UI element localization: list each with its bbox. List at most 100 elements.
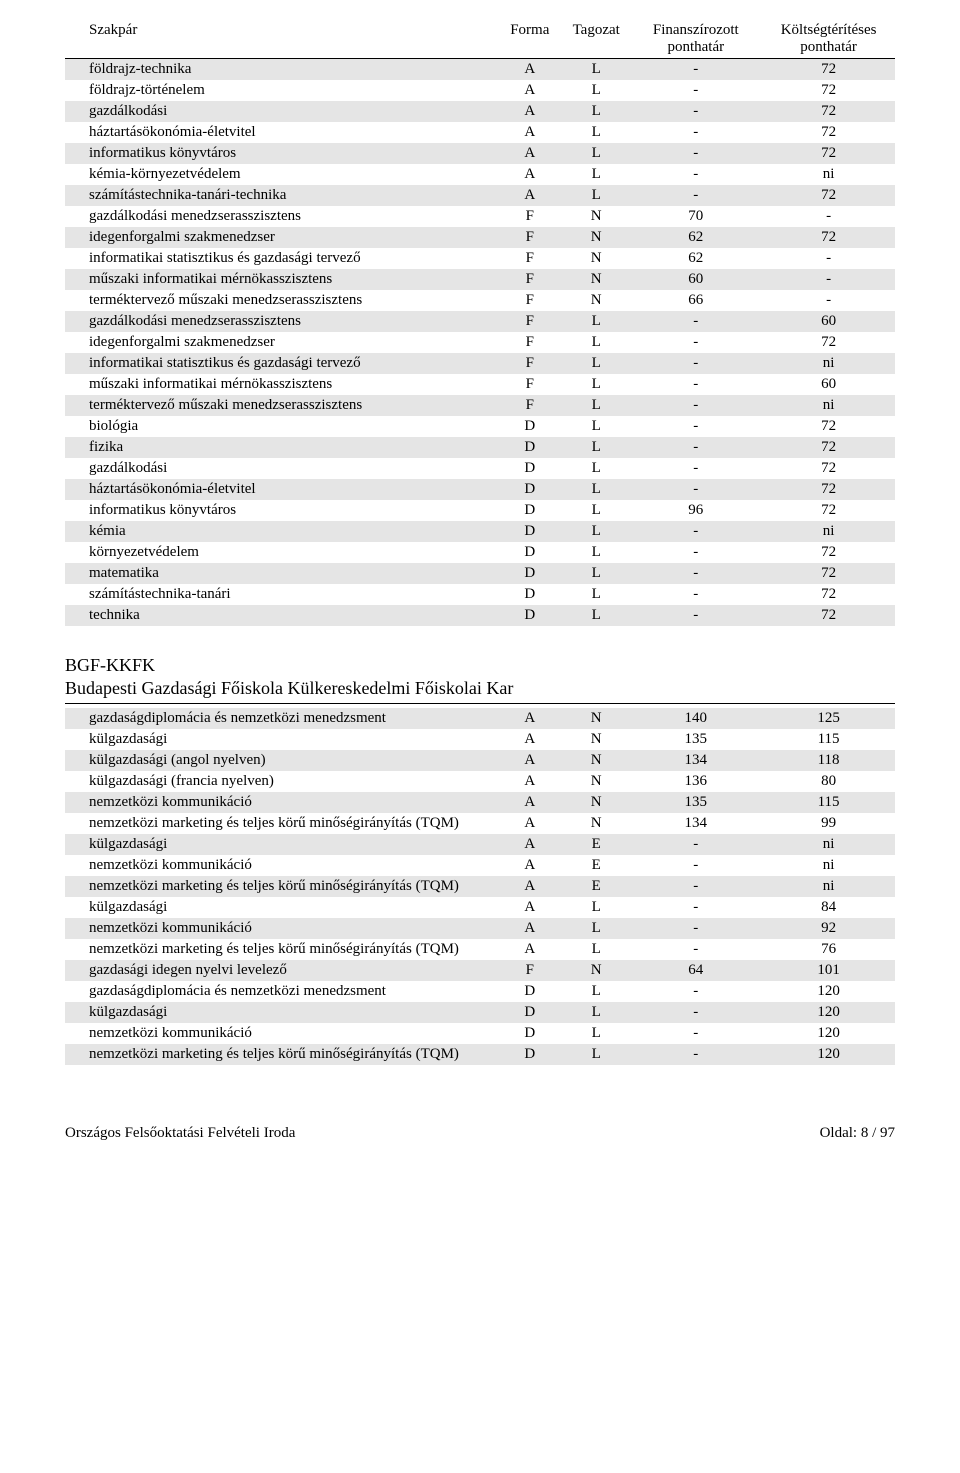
table-header: Szakpár Forma Tagozat Finanszírozott pon… (65, 20, 895, 59)
cell-fin: - (629, 80, 762, 101)
table-row: földrajz-technikaAL-72 (65, 59, 895, 81)
cell-kolt: 115 (762, 729, 895, 750)
cell-forma: A (497, 122, 563, 143)
cell-forma: D (497, 479, 563, 500)
cell-szakpar: földrajz-technika (65, 59, 497, 81)
cell-kolt: 72 (762, 563, 895, 584)
cell-fin: - (629, 584, 762, 605)
cell-kolt: 72 (762, 80, 895, 101)
cell-szakpar: gazdálkodási (65, 458, 497, 479)
cell-szakpar: gazdálkodási menedzserasszisztens (65, 206, 497, 227)
cell-forma: F (497, 290, 563, 311)
section-name: Budapesti Gazdasági Főiskola Külkeresked… (65, 677, 895, 700)
cell-kolt: 72 (762, 584, 895, 605)
table-row: gazdaságdiplomácia és nemzetközi menedzs… (65, 708, 895, 729)
table-row: külgazdaságiAL-84 (65, 897, 895, 918)
cell-szakpar: számítástechnika-tanári-technika (65, 185, 497, 206)
cell-fin: 134 (629, 813, 762, 834)
cell-kolt: - (762, 269, 895, 290)
cell-forma: A (497, 708, 563, 729)
cell-fin: - (629, 353, 762, 374)
cell-fin: - (629, 563, 762, 584)
cell-kolt: 72 (762, 500, 895, 521)
cell-szakpar: háztartásökonómia-életvitel (65, 479, 497, 500)
cell-forma: D (497, 981, 563, 1002)
cell-kolt: 115 (762, 792, 895, 813)
cell-kolt: 72 (762, 332, 895, 353)
cell-kolt: ni (762, 855, 895, 876)
cell-szakpar: nemzetközi marketing és teljes körű minő… (65, 876, 497, 897)
cell-forma: D (497, 1023, 563, 1044)
cell-szakpar: informatikus könyvtáros (65, 143, 497, 164)
cell-kolt: 72 (762, 605, 895, 626)
cell-tagozat: L (563, 437, 629, 458)
cell-tagozat: E (563, 876, 629, 897)
cell-forma: A (497, 185, 563, 206)
cell-kolt: ni (762, 164, 895, 185)
footer-right: Oldal: 8 / 97 (820, 1125, 895, 1142)
cell-szakpar: külgazdasági (65, 729, 497, 750)
page-footer: Országos Felsőoktatási Felvételi Iroda O… (65, 1125, 895, 1142)
cell-tagozat: L (563, 521, 629, 542)
section-divider (65, 703, 895, 704)
cell-fin: - (629, 542, 762, 563)
table-row: informatikai statisztikus és gazdasági t… (65, 248, 895, 269)
cell-fin: - (629, 479, 762, 500)
cell-tagozat: L (563, 416, 629, 437)
cell-kolt: 120 (762, 1002, 895, 1023)
cell-kolt: 72 (762, 143, 895, 164)
cell-fin: - (629, 416, 762, 437)
table-row: gazdálkodásiDL-72 (65, 458, 895, 479)
cell-kolt: 118 (762, 750, 895, 771)
cell-fin: - (629, 122, 762, 143)
table-row: informatikus könyvtárosDL9672 (65, 500, 895, 521)
cell-forma: A (497, 876, 563, 897)
table2-body: gazdaságdiplomácia és nemzetközi menedzs… (65, 708, 895, 1065)
cell-forma: D (497, 563, 563, 584)
table-row: környezetvédelemDL-72 (65, 542, 895, 563)
cell-kolt: ni (762, 834, 895, 855)
table-row: nemzetközi marketing és teljes körű minő… (65, 813, 895, 834)
cell-tagozat: L (563, 897, 629, 918)
cell-kolt: 72 (762, 458, 895, 479)
cell-fin: - (629, 939, 762, 960)
cell-kolt: - (762, 290, 895, 311)
cell-szakpar: nemzetközi marketing és teljes körű minő… (65, 1044, 497, 1065)
table-row: kémia-környezetvédelemAL-ni (65, 164, 895, 185)
cell-tagozat: L (563, 353, 629, 374)
cell-tagozat: L (563, 59, 629, 81)
cell-tagozat: E (563, 834, 629, 855)
cell-fin: - (629, 981, 762, 1002)
th-forma: Forma (497, 20, 563, 59)
table-row: külgazdasági (angol nyelven)AN134118 (65, 750, 895, 771)
table-row: külgazdaságiDL-120 (65, 1002, 895, 1023)
cell-forma: A (497, 59, 563, 81)
section-code: BGF-KKFK (65, 654, 895, 677)
cell-forma: A (497, 143, 563, 164)
cell-tagozat: L (563, 458, 629, 479)
cell-tagozat: L (563, 164, 629, 185)
cell-fin: - (629, 897, 762, 918)
cell-tagozat: L (563, 122, 629, 143)
cell-forma: A (497, 855, 563, 876)
table-row: gazdálkodási menedzserasszisztensFL-60 (65, 311, 895, 332)
cell-tagozat: N (563, 290, 629, 311)
cell-kolt: 125 (762, 708, 895, 729)
cell-forma: A (497, 729, 563, 750)
cell-forma: D (497, 521, 563, 542)
cell-forma: F (497, 960, 563, 981)
cell-szakpar: biológia (65, 416, 497, 437)
cell-forma: F (497, 395, 563, 416)
cell-forma: D (497, 605, 563, 626)
cell-tagozat: L (563, 981, 629, 1002)
cell-forma: F (497, 353, 563, 374)
cell-forma: F (497, 206, 563, 227)
cell-szakpar: kémia (65, 521, 497, 542)
cell-kolt: - (762, 248, 895, 269)
cell-szakpar: nemzetközi kommunikáció (65, 855, 497, 876)
cell-tagozat: L (563, 563, 629, 584)
cell-fin: - (629, 834, 762, 855)
cell-tagozat: N (563, 227, 629, 248)
table-row: külgazdasági (francia nyelven)AN13680 (65, 771, 895, 792)
cell-szakpar: idegenforgalmi szakmenedzser (65, 227, 497, 248)
